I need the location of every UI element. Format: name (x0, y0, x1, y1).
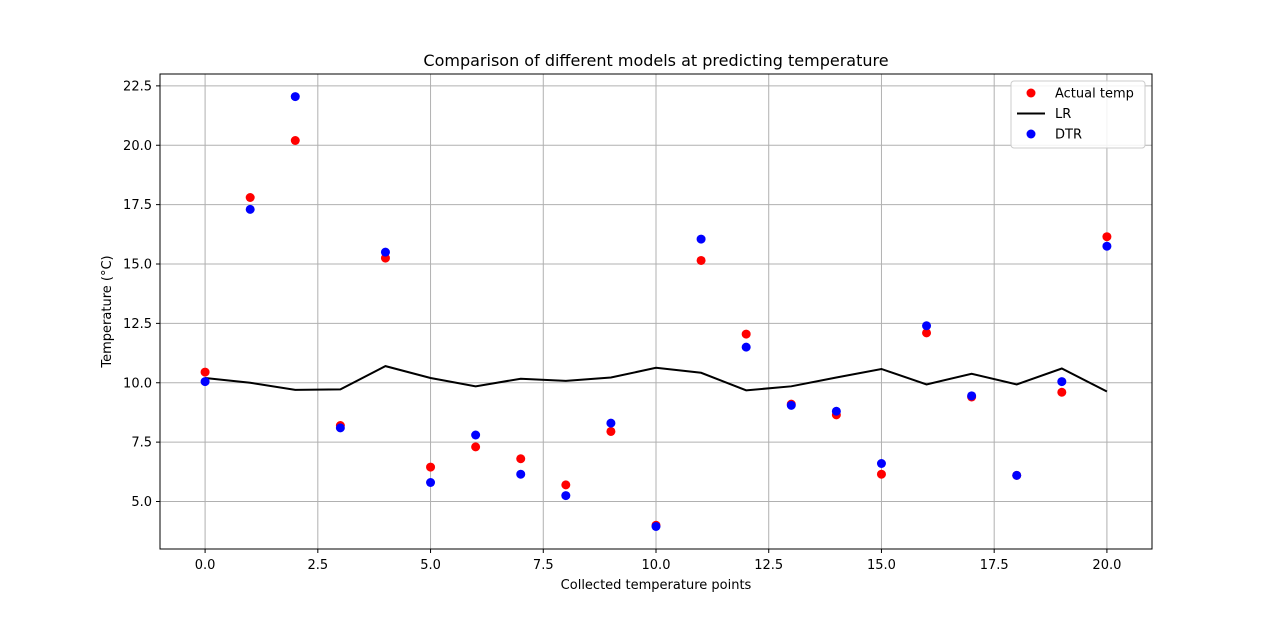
y-tick-label: 17.5 (123, 198, 152, 213)
data-point-dtr (380, 247, 390, 257)
data-point-dtr (1057, 377, 1067, 387)
data-point-dtr (696, 234, 706, 244)
data-point-actual-temp (561, 480, 571, 490)
data-point-actual-temp (1057, 387, 1067, 397)
legend-label-lr: LR (1055, 107, 1071, 122)
data-point-dtr (1012, 470, 1022, 480)
data-point-dtr (741, 342, 751, 352)
legend: Actual temp LR DTR (1010, 80, 1146, 149)
data-point-dtr (831, 406, 841, 416)
y-tick-label: 20.0 (123, 139, 152, 154)
data-point-dtr (200, 377, 210, 387)
x-tick-label: 20.0 (1092, 558, 1121, 573)
y-tick-label: 10.0 (123, 376, 152, 391)
grid (160, 74, 1152, 549)
x-tick-label: 17.5 (980, 558, 1009, 573)
data-point-dtr (335, 423, 345, 433)
data-point-dtr (651, 521, 661, 531)
data-point-dtr (426, 478, 436, 487)
data-point-dtr (245, 204, 255, 214)
legend-box (1010, 80, 1146, 149)
data-point-dtr (876, 459, 886, 468)
x-axis-label: Collected temperature points (561, 578, 752, 593)
y-tick-label: 7.5 (131, 436, 152, 451)
y-axis-label: Temperature (°C) (100, 255, 115, 368)
data-point-actual-temp (606, 426, 616, 436)
legend-label-dtr: DTR (1055, 128, 1082, 143)
y-tick-label: 12.5 (123, 317, 152, 332)
data-point-actual-temp (245, 193, 255, 202)
data-point-actual-temp (290, 136, 300, 145)
x-tick-label: 2.5 (307, 558, 328, 573)
plot-frame (159, 73, 1153, 550)
data-point-actual-temp (200, 367, 210, 377)
data-point-dtr (786, 400, 796, 410)
x-tick-label: 5.0 (420, 558, 441, 573)
x-tick-label: 15.0 (867, 558, 896, 573)
ticks: 0.0 2.5 5.0 7.5 10.0 12.5 15.0 17.5 20.0 5.0 7.5 10… (123, 79, 1121, 573)
plot-area (200, 92, 1112, 531)
data-point-dtr (561, 491, 571, 501)
x-tick-label: 0.0 (195, 558, 216, 573)
y-tick-label: 22.5 (123, 79, 152, 94)
data-point-actual-temp (426, 462, 436, 472)
data-point-dtr (967, 391, 977, 401)
data-point-dtr (606, 418, 616, 428)
x-tick-label: 12.5 (754, 558, 783, 573)
data-point-dtr (922, 321, 932, 331)
data-point-dtr (290, 92, 300, 102)
data-point-actual-temp (696, 255, 706, 265)
data-point-actual-temp (516, 454, 526, 464)
legend-marker-actual-temp (1026, 88, 1036, 98)
x-tick-label: 7.5 (533, 558, 554, 573)
data-point-actual-temp (922, 328, 932, 338)
data-point-actual-temp (1102, 232, 1112, 242)
legend-marker-dtr (1026, 129, 1036, 139)
x-tick-label: 10.0 (642, 558, 671, 573)
y-tick-label: 15.0 (123, 258, 152, 273)
y-tick-label: 5.0 (131, 495, 152, 510)
series-line-lr (204, 365, 1108, 393)
data-point-dtr (516, 469, 526, 479)
data-point-actual-temp (741, 329, 751, 339)
data-point-actual-temp (876, 469, 886, 479)
chart-title: Comparison of different models at predic… (423, 51, 888, 70)
data-point-dtr (471, 430, 481, 440)
data-point-actual-temp (471, 442, 481, 452)
data-point-dtr (1102, 241, 1112, 251)
legend-label-actual-temp: Actual temp (1055, 87, 1134, 102)
